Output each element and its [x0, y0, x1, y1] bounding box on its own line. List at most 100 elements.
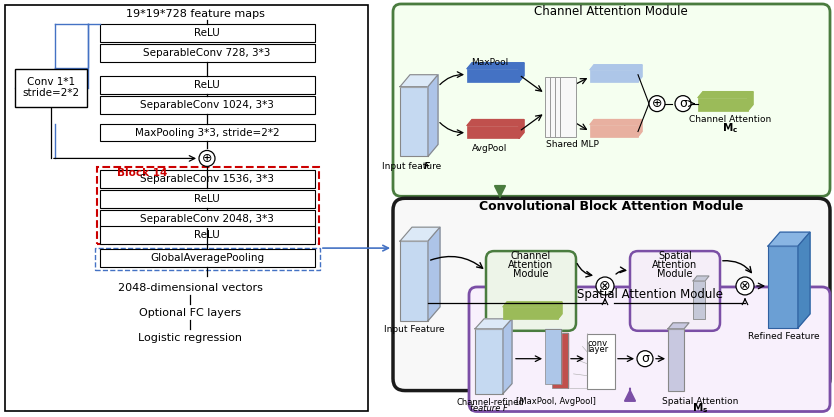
Bar [100, 226, 315, 244]
Circle shape [199, 151, 215, 166]
Text: Module: Module [657, 269, 693, 279]
Text: ⊗: ⊗ [599, 279, 610, 293]
Text: $\mathbf{M_c}$: $\mathbf{M_c}$ [722, 122, 738, 136]
Text: layer: layer [587, 345, 609, 354]
Polygon shape [503, 302, 562, 307]
Bar [100, 123, 315, 141]
Text: Spatial: Spatial [658, 251, 692, 261]
Bar [100, 95, 315, 113]
FancyBboxPatch shape [486, 251, 576, 331]
Text: feature F': feature F' [470, 404, 510, 413]
Bar [503, 307, 558, 319]
Text: GlobalAveragePooling: GlobalAveragePooling [150, 253, 264, 263]
Text: conv: conv [588, 339, 608, 348]
FancyBboxPatch shape [393, 4, 830, 196]
Circle shape [649, 95, 665, 112]
Text: 2048-dimensional vectors: 2048-dimensional vectors [118, 283, 263, 293]
Text: Block 14: Block 14 [117, 168, 168, 178]
Text: Shared MLP: Shared MLP [545, 140, 599, 149]
Text: Spatial Attention: Spatial Attention [662, 397, 738, 406]
Text: Refined Feature: Refined Feature [748, 332, 820, 341]
Polygon shape [798, 232, 810, 328]
Text: Channel Attention Module: Channel Attention Module [534, 5, 688, 18]
Bar [560, 77, 576, 136]
Text: Logistic regression: Logistic regression [138, 333, 242, 343]
Text: Channel-refined: Channel-refined [456, 398, 524, 407]
Circle shape [675, 95, 691, 112]
Text: F: F [424, 162, 430, 171]
Bar [5, 5, 368, 410]
Bar [100, 44, 315, 62]
Polygon shape [519, 120, 524, 138]
Text: ReLU: ReLU [194, 80, 220, 90]
Text: ⊕: ⊕ [202, 152, 212, 165]
Text: $\mathbf{M_s}$: $\mathbf{M_s}$ [691, 402, 708, 415]
Bar [100, 76, 315, 94]
Polygon shape [503, 319, 512, 394]
Text: 19*19*728 feature maps: 19*19*728 feature maps [126, 9, 264, 19]
Bar [587, 334, 615, 389]
Polygon shape [400, 75, 438, 87]
Text: Input Feature: Input Feature [384, 325, 445, 334]
FancyBboxPatch shape [630, 251, 720, 331]
Text: σ: σ [641, 352, 649, 365]
Text: ⊕: ⊕ [651, 97, 662, 110]
Bar [590, 70, 638, 82]
Text: Convolutional Block Attention Module: Convolutional Block Attention Module [479, 200, 743, 213]
Text: Attention: Attention [509, 260, 554, 270]
Text: Spatial Attention Module: Spatial Attention Module [577, 289, 723, 301]
FancyBboxPatch shape [469, 287, 830, 412]
Polygon shape [428, 227, 440, 321]
Text: MaxPool: MaxPool [471, 58, 509, 67]
Text: Attention: Attention [652, 260, 697, 270]
Bar [100, 171, 315, 188]
Bar [545, 329, 561, 384]
Bar [768, 246, 798, 328]
Bar [100, 24, 315, 42]
Bar [467, 69, 519, 82]
Bar [97, 167, 319, 244]
Bar [552, 333, 568, 387]
Polygon shape [475, 319, 512, 329]
Polygon shape [400, 227, 440, 241]
Text: ⊗: ⊗ [739, 279, 751, 293]
Text: σ: σ [679, 97, 687, 110]
Bar [100, 249, 315, 267]
Text: SeparableConv 1536, 3*3: SeparableConv 1536, 3*3 [140, 174, 274, 184]
Polygon shape [590, 65, 642, 70]
Polygon shape [748, 92, 753, 111]
Text: AvgPool: AvgPool [472, 144, 508, 153]
Text: SeparableConv 2048, 3*3: SeparableConv 2048, 3*3 [140, 214, 274, 224]
Polygon shape [638, 120, 642, 136]
Circle shape [596, 277, 614, 295]
Polygon shape [519, 63, 524, 82]
Polygon shape [428, 75, 438, 156]
Polygon shape [558, 302, 562, 319]
Bar [400, 87, 428, 156]
Bar [693, 281, 705, 319]
Text: ReLU: ReLU [194, 28, 220, 38]
Polygon shape [668, 323, 689, 329]
Bar [668, 329, 684, 391]
Text: Optional FC layers: Optional FC layers [139, 308, 241, 318]
Text: Channel: Channel [511, 251, 551, 261]
Bar [100, 210, 315, 228]
Text: Conv 1*1
stride=2*2: Conv 1*1 stride=2*2 [23, 77, 79, 98]
Text: [MaxPool, AvgPool]: [MaxPool, AvgPool] [516, 397, 596, 406]
Text: Input feature: Input feature [383, 162, 448, 171]
Text: MaxPooling 3*3, stride=2*2: MaxPooling 3*3, stride=2*2 [134, 128, 279, 138]
Bar [100, 190, 315, 208]
Bar [467, 126, 519, 138]
Text: SeparableConv 1024, 3*3: SeparableConv 1024, 3*3 [140, 100, 274, 110]
Polygon shape [768, 232, 810, 246]
Text: Module: Module [513, 269, 549, 279]
Polygon shape [693, 276, 709, 281]
Polygon shape [698, 92, 753, 98]
Polygon shape [590, 120, 642, 125]
Bar [475, 329, 503, 394]
Polygon shape [467, 63, 524, 69]
Bar [95, 248, 320, 270]
Text: SeparableConv 728, 3*3: SeparableConv 728, 3*3 [143, 48, 271, 58]
FancyBboxPatch shape [393, 198, 830, 391]
Text: Channel Attention: Channel Attention [689, 115, 771, 124]
